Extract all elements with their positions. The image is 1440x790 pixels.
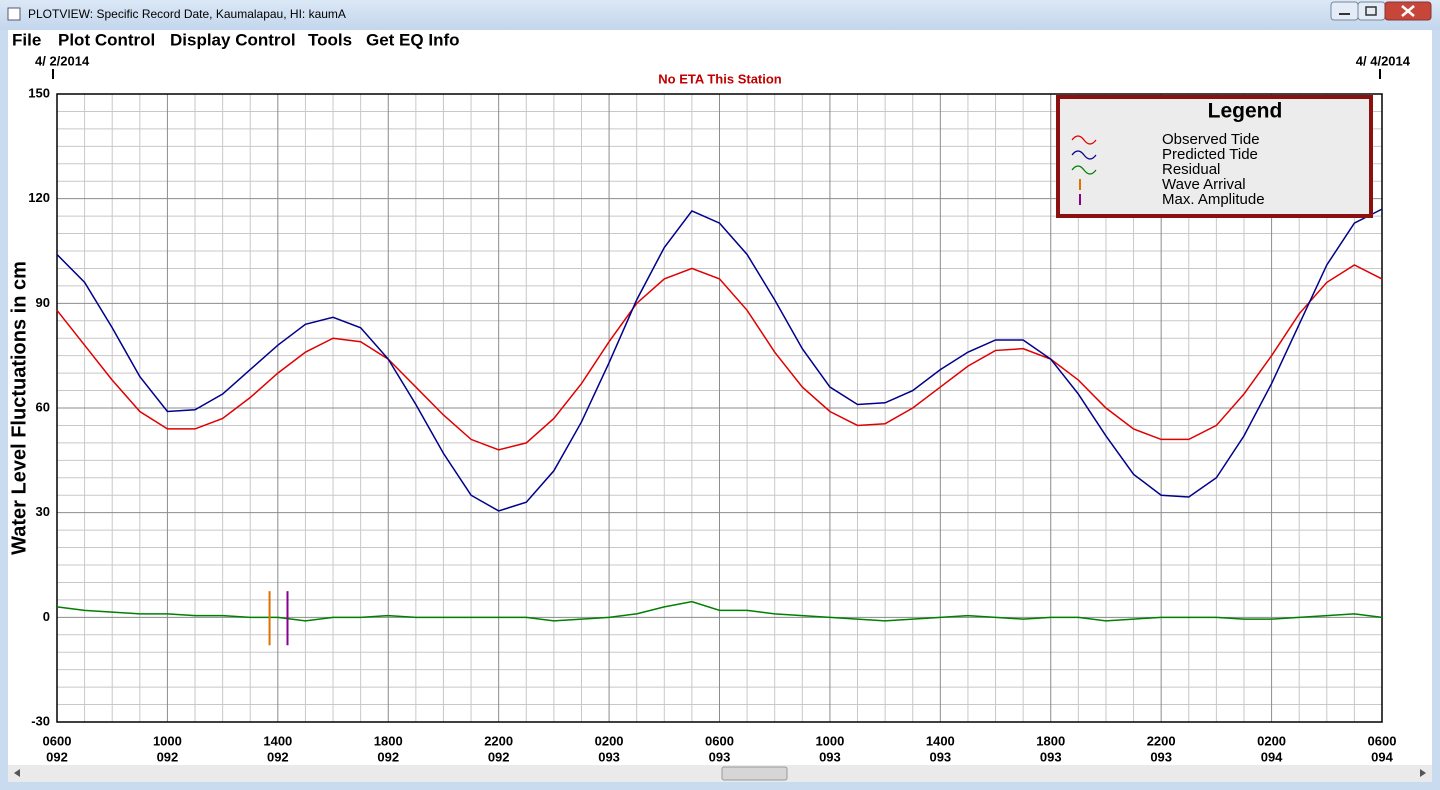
y-axis-label: Water Level Fluctuations in cm xyxy=(8,261,30,555)
menu-item[interactable]: Plot Control xyxy=(58,30,155,49)
plot: -300306090120150060009210000921400092180… xyxy=(8,53,1410,764)
x-tick-day: 092 xyxy=(377,749,399,764)
x-tick-label: 0200 xyxy=(1257,733,1286,748)
minimize-button[interactable] xyxy=(1330,1,1359,21)
x-tick-label: 1000 xyxy=(153,733,182,748)
end-date: 4/ 4/2014 xyxy=(1356,53,1411,68)
x-tick-day: 093 xyxy=(598,749,620,764)
legend-symbol xyxy=(1071,150,1097,160)
x-tick-label: 1000 xyxy=(815,733,844,748)
legend-label: Residual xyxy=(1162,161,1220,178)
x-tick-day: 092 xyxy=(488,749,510,764)
y-tick-label: 60 xyxy=(36,399,50,414)
legend-label: Max. Amplitude xyxy=(1162,191,1265,208)
x-tick-day: 093 xyxy=(709,749,731,764)
plot-frame xyxy=(56,93,1383,723)
x-tick-label: 0200 xyxy=(595,733,624,748)
y-tick-label: 0 xyxy=(43,609,50,624)
x-tick-day: 094 xyxy=(1261,749,1283,764)
legend-box xyxy=(1056,95,1373,218)
menu-item[interactable]: Display Control xyxy=(170,30,296,49)
x-tick-label: 1400 xyxy=(926,733,955,748)
series-line xyxy=(56,600,1383,622)
x-tick-label: 0600 xyxy=(705,733,734,748)
y-tick-label: 120 xyxy=(28,190,50,205)
x-tick-day: 092 xyxy=(46,749,68,764)
x-tick-day: 094 xyxy=(1371,749,1393,764)
menu-bar xyxy=(8,30,1432,52)
y-tick-label: 90 xyxy=(36,295,50,310)
x-tick-label: 1400 xyxy=(263,733,292,748)
x-tick-day: 092 xyxy=(267,749,289,764)
x-tick-day: 093 xyxy=(929,749,951,764)
x-tick-label: 2200 xyxy=(1147,733,1176,748)
legend-label: Wave Arrival xyxy=(1162,176,1246,193)
legend-symbol xyxy=(1071,165,1097,175)
x-tick-label: 1800 xyxy=(374,733,403,748)
legend-symbol xyxy=(1071,135,1097,145)
series-line xyxy=(56,208,1383,512)
x-tick-label: 0600 xyxy=(43,733,72,748)
legend-title: Legend xyxy=(1208,100,1283,123)
y-tick-label: 30 xyxy=(36,504,50,519)
menu-item[interactable]: Get EQ Info xyxy=(366,30,460,49)
menu-item[interactable]: File xyxy=(12,30,41,49)
window-title: PLOTVIEW: Specific Record Date, Kaumalap… xyxy=(28,7,346,21)
scrollbar[interactable] xyxy=(8,765,1432,782)
app-icon xyxy=(7,7,21,21)
x-tick-label: 0600 xyxy=(1368,733,1397,748)
menu-item[interactable]: Tools xyxy=(308,30,352,49)
scrollbar-thumb[interactable] xyxy=(721,766,788,781)
y-tick-label: 150 xyxy=(28,85,50,100)
legend-label: Observed Tide xyxy=(1162,131,1260,148)
start-date: 4/ 2/2014 xyxy=(35,53,90,68)
x-tick-day: 093 xyxy=(1150,749,1172,764)
legend-label: Predicted Tide xyxy=(1162,146,1258,163)
x-tick-label: 2200 xyxy=(484,733,513,748)
title-bar xyxy=(0,0,1440,30)
x-tick-day: 093 xyxy=(819,749,841,764)
series-line xyxy=(56,264,1383,451)
y-tick-label: -30 xyxy=(31,713,50,728)
x-tick-day: 093 xyxy=(1040,749,1062,764)
subtitle: No ETA This Station xyxy=(658,71,782,86)
window-controls[interactable] xyxy=(1330,1,1432,21)
x-tick-label: 1800 xyxy=(1036,733,1065,748)
x-tick-day: 092 xyxy=(157,749,179,764)
maximize-button[interactable] xyxy=(1357,1,1386,21)
